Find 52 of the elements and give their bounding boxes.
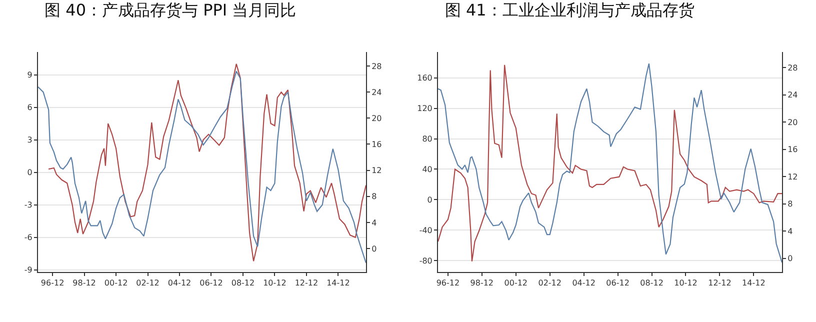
y-tick-label: 9 (27, 70, 32, 80)
y2-tick-label: 8 (788, 200, 793, 209)
y2-tick-label: 16 (788, 145, 798, 154)
x-tick-label: 12-12 (294, 278, 318, 288)
y2-tick-label: 4 (372, 218, 377, 228)
x-tick-label: 02-12 (538, 278, 562, 288)
y-tick-label: 0 (427, 195, 432, 204)
y-tick-label: -6 (24, 233, 32, 242)
x-tick-label: 00-12 (104, 278, 128, 288)
y2-tick-label: 4 (788, 226, 793, 236)
y-tick-label: 6 (27, 103, 32, 112)
x-tick-label: 06-12 (606, 278, 630, 288)
x-tick-label: 04-12 (572, 278, 596, 288)
y-tick-label: 120 (417, 104, 432, 114)
y2-tick-label: 24 (372, 88, 382, 97)
y2-tick-label: 28 (372, 62, 382, 71)
y-tick-label: -80 (419, 256, 432, 266)
y-tick-label: 80 (422, 134, 432, 144)
y2-tick-label: 28 (788, 63, 798, 72)
y-tick-label: 0 (27, 168, 32, 178)
x-tick-label: 96-12 (436, 278, 460, 288)
y2-tick-label: 12 (788, 172, 798, 182)
y-tick-label: 3 (27, 136, 32, 145)
x-tick-label: 98-12 (72, 278, 96, 288)
chart-title: 图 41：工业企业利润与产成品存货 (444, 0, 694, 20)
x-tick-label: 14-12 (326, 278, 350, 288)
x-tick-label: 10-12 (674, 278, 698, 288)
x-tick-label: 12-12 (708, 278, 732, 288)
y2-tick-label: 0 (372, 244, 377, 254)
y2-tick-label: 20 (788, 118, 798, 127)
y-tick-label: 40 (422, 165, 432, 174)
chart-title: 图 40：产成品存货与 PPI 当月同比 (44, 0, 296, 20)
y-tick-label: -9 (24, 266, 32, 275)
y2-tick-label: 8 (372, 192, 377, 202)
y-tick-label: 160 (417, 74, 432, 83)
x-tick-label: 98-12 (470, 278, 494, 288)
x-tick-label: 96-12 (40, 278, 64, 288)
x-tick-label: 02-12 (136, 278, 160, 288)
x-tick-label: 08-12 (640, 278, 664, 288)
x-tick-label: 04-12 (168, 278, 192, 288)
y2-tick-label: 20 (372, 114, 382, 123)
y-tick-label: -3 (24, 200, 32, 210)
y2-tick-label: 12 (372, 166, 382, 176)
x-tick-label: 14-12 (742, 278, 766, 288)
x-tick-label: 10-12 (263, 278, 286, 288)
x-tick-label: 08-12 (231, 278, 255, 288)
x-tick-label: 06-12 (200, 278, 223, 288)
y-tick-label: -40 (419, 226, 432, 235)
y2-tick-label: 24 (788, 90, 798, 100)
y2-tick-label: 0 (788, 254, 793, 264)
x-tick-label: 00-12 (504, 278, 528, 288)
y2-tick-label: 16 (372, 140, 382, 150)
